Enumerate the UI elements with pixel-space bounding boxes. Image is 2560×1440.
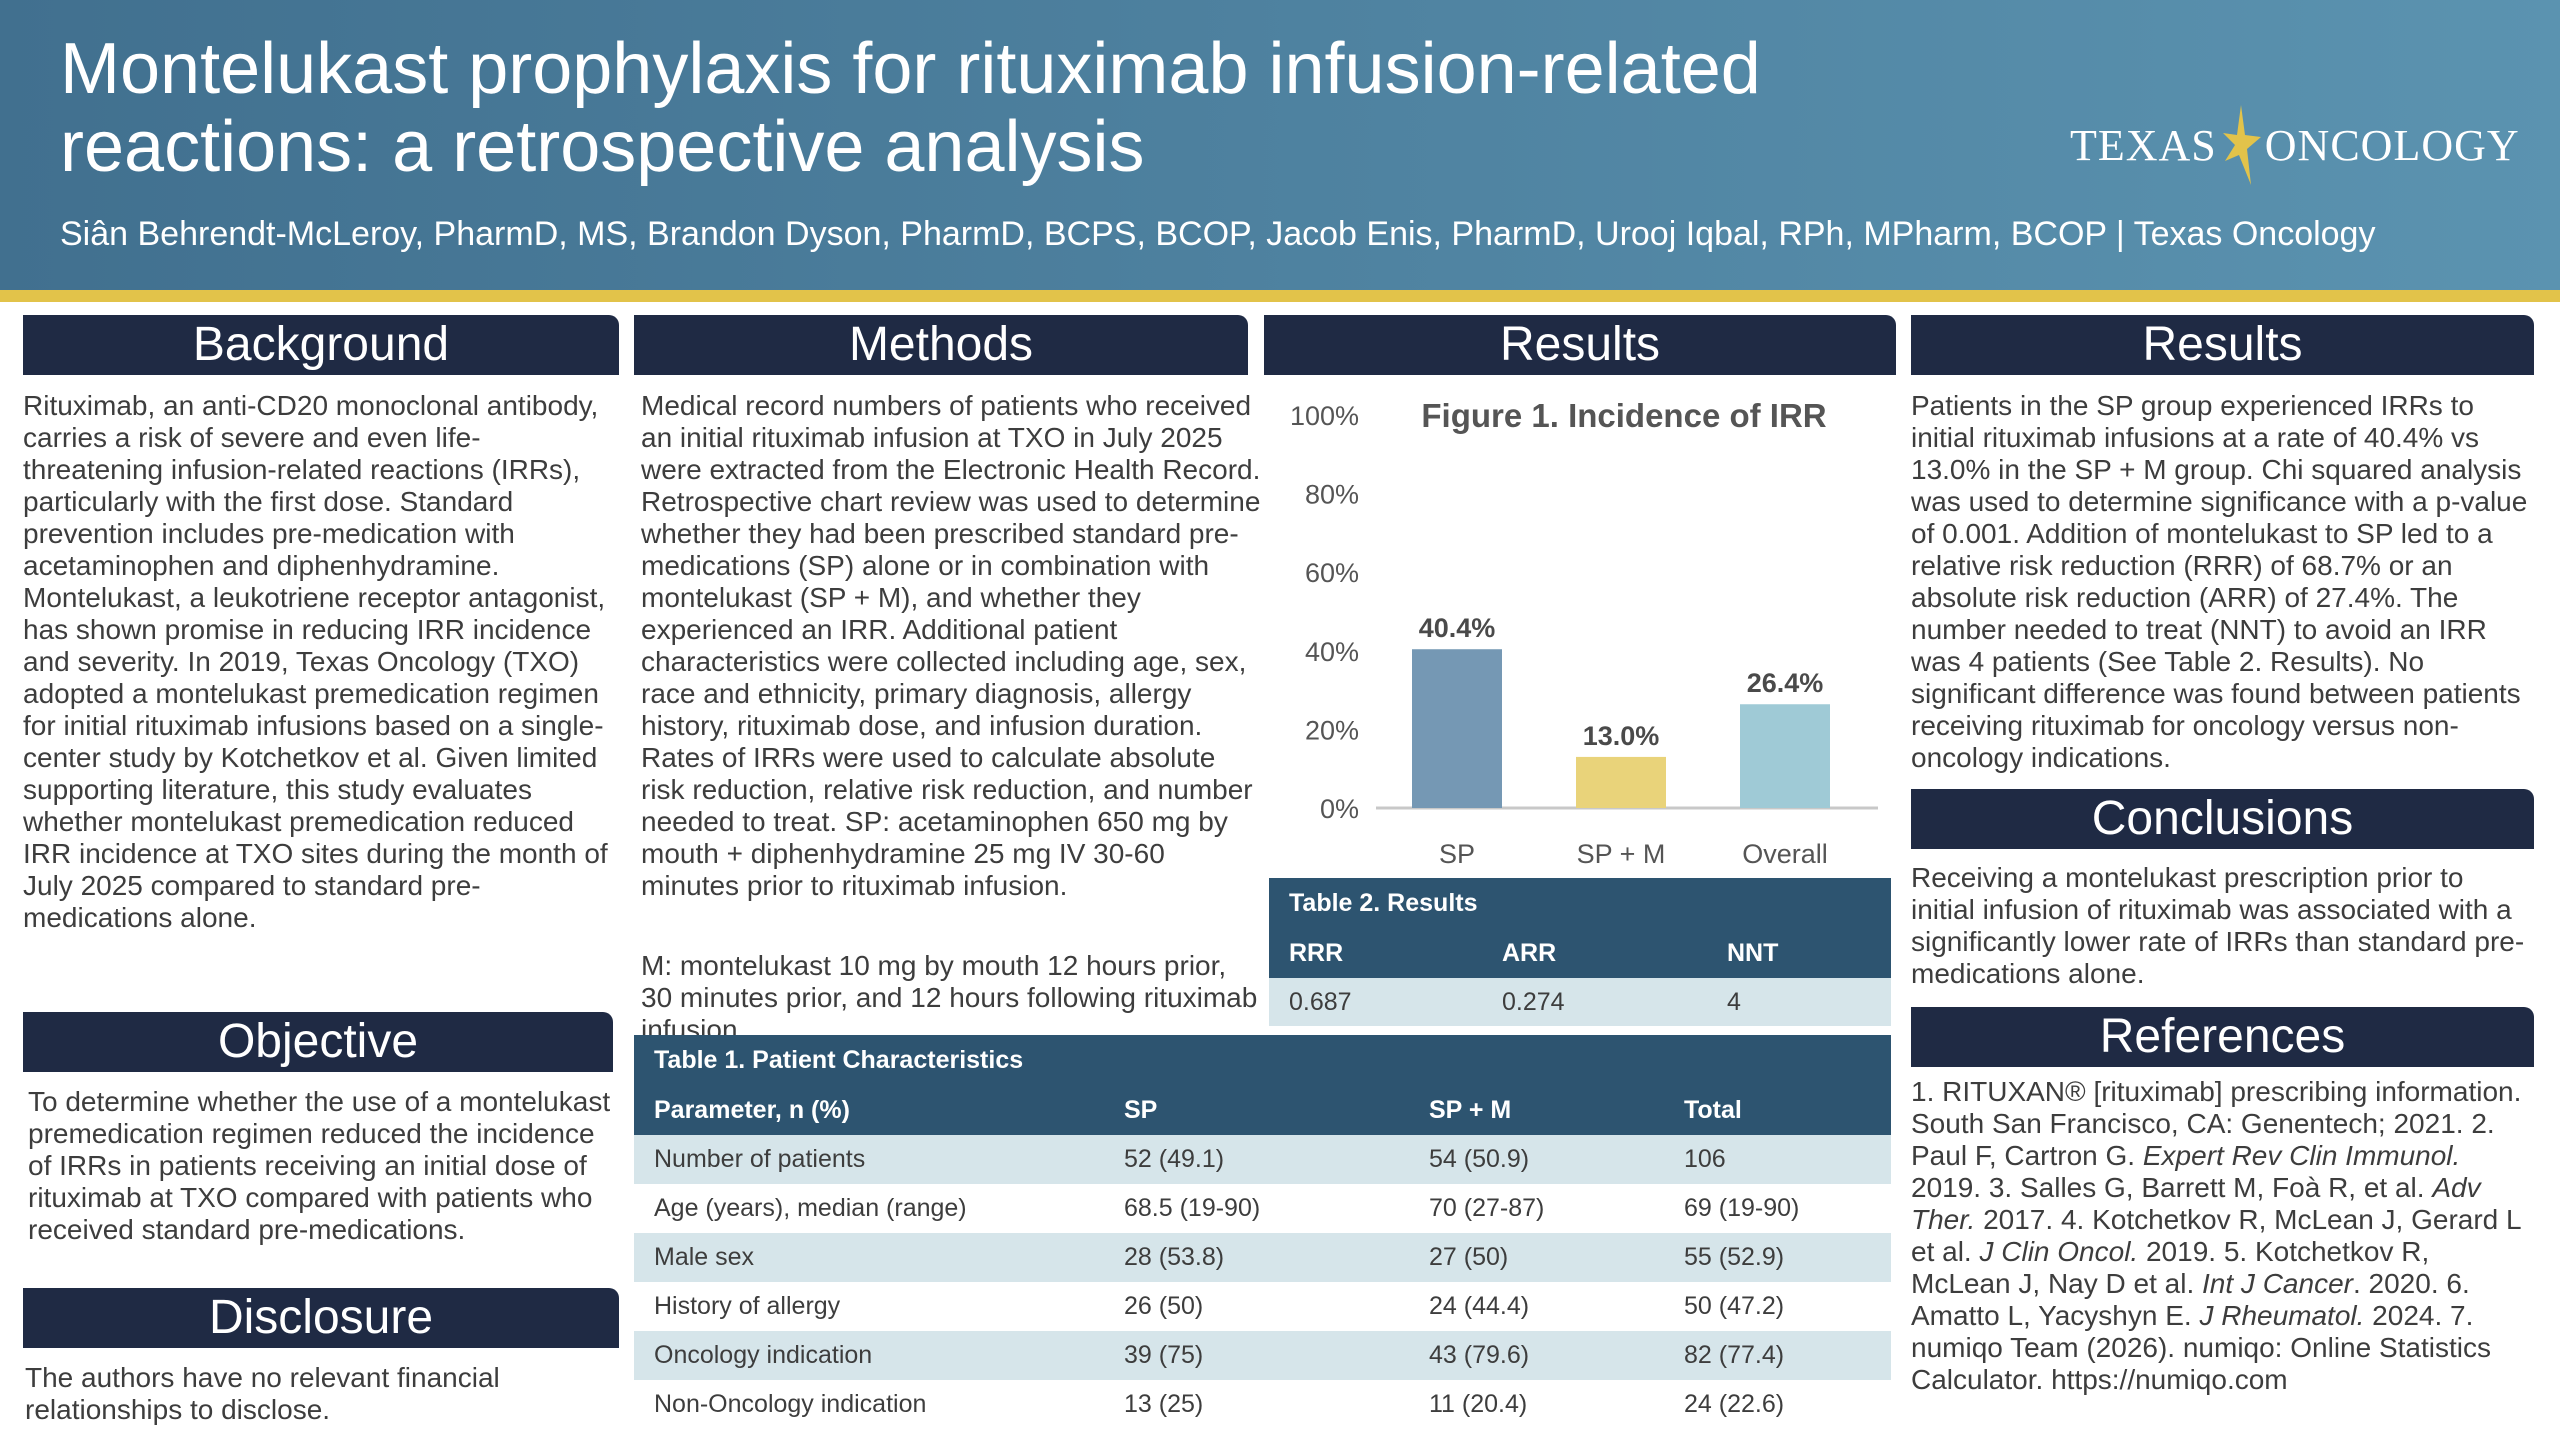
- conclusions-heading: Conclusions: [1911, 789, 2534, 849]
- table-row: Male sex 28 (53.8) 27 (50) 55 (52.9): [634, 1233, 1891, 1282]
- table-cell: Age (years), median (range): [634, 1184, 1104, 1233]
- chart-title: Figure 1. Incidence of IRR: [1421, 397, 1826, 434]
- background-text: Rituximab, an anti-CD20 monoclonal antib…: [23, 390, 608, 933]
- table-cell: 11 (20.4): [1409, 1380, 1664, 1429]
- y-tick-label: 20%: [1305, 715, 1359, 745]
- table-cell: 69 (19-90): [1664, 1184, 1891, 1233]
- objective-text: To determine whether the use of a montel…: [28, 1086, 611, 1245]
- y-tick-label: 100%: [1290, 401, 1359, 431]
- ref-journal: Adv Ther.: [1911, 1172, 2481, 1235]
- table-cell: 54 (50.9): [1409, 1135, 1664, 1184]
- background-heading: Background: [23, 315, 619, 375]
- table-cell: 52 (49.1): [1104, 1135, 1409, 1184]
- objective-heading: Objective: [23, 1012, 613, 1072]
- data-label: 40.4%: [1419, 613, 1496, 643]
- logo-text-right: ONCOLOGY: [2264, 120, 2520, 170]
- table2-header-arr: ARR: [1482, 928, 1707, 978]
- star-icon: [2222, 105, 2261, 185]
- table1-header: SP + M: [1409, 1085, 1664, 1135]
- methods-text: Medical record numbers of patients who r…: [641, 390, 1261, 901]
- table-cell: 24 (44.4): [1409, 1282, 1664, 1331]
- header-banner: [0, 0, 2560, 290]
- table-cell: 26 (50): [1104, 1282, 1409, 1331]
- table-cell: 39 (75): [1104, 1331, 1409, 1380]
- authors: Siân Behrendt-McLeroy, PharmD, MS, Brand…: [60, 215, 2376, 253]
- results-text: Patients in the SP group experienced IRR…: [1911, 390, 2528, 773]
- table-cell: 55 (52.9): [1664, 1233, 1891, 1282]
- table2-arr: 0.274: [1482, 978, 1707, 1026]
- table-cell: 28 (53.8): [1104, 1233, 1409, 1282]
- table-row: Oncology indication 39 (75) 43 (79.6) 82 (7…: [634, 1331, 1891, 1380]
- methods-heading: Methods: [634, 315, 1248, 375]
- ref-journal: Expert Rev Clin Immunol.: [2142, 1140, 2461, 1171]
- category-label: Overall: [1742, 839, 1828, 869]
- poster-title: Montelukast prophylaxis for rituximab in…: [60, 29, 1761, 187]
- table-cell: History of allergy: [634, 1282, 1104, 1331]
- table-cell: Oncology indication: [634, 1331, 1104, 1380]
- methods-text-2: M: montelukast 10 mg by mouth 12 hours p…: [641, 950, 1258, 1045]
- table-cell: 13 (25): [1104, 1380, 1409, 1429]
- patient-characteristics-table: Table 1. Patient Characteristics Paramet…: [634, 1035, 1891, 1429]
- ref-text: 2024. 7. numiqo Team (2026). numiqo: Onl…: [1911, 1300, 2491, 1395]
- disclosure-text: The authors have no relevant financial r…: [25, 1362, 500, 1425]
- table2-caption: Table 2. Results: [1269, 878, 1891, 928]
- data-label: 13.0%: [1583, 721, 1660, 751]
- table-cell: 70 (27-87): [1409, 1184, 1664, 1233]
- logo-text-left: TEXAS: [2070, 120, 2217, 170]
- references-text: 1. RITUXAN® [rituximab] prescribing info…: [1911, 1076, 2534, 1396]
- table-row: Age (years), median (range) 68.5 (19-90) 7…: [634, 1184, 1891, 1233]
- table-cell: 106: [1664, 1135, 1891, 1184]
- data-label: 26.4%: [1747, 668, 1824, 698]
- ref-text: 2017. 4. Kotchetkov R, McLean J, Gerard …: [1911, 1204, 2521, 1267]
- results-heading-2: Results: [1911, 315, 2534, 375]
- ref-text: 2019. 3. Salles G, Barrett M, Foà R, et …: [1911, 1172, 2433, 1203]
- ref-journal: Int J Cancer: [2202, 1268, 2353, 1299]
- bar-overall: [1740, 704, 1830, 808]
- table1-header: SP: [1104, 1085, 1409, 1135]
- table-cell: 24 (22.6): [1664, 1380, 1891, 1429]
- incidence-chart: Figure 1. Incidence of IRR 0% 20% 40% 60% 80%…: [1290, 397, 1878, 869]
- table2-nnt: 4: [1707, 978, 1891, 1026]
- table-cell: 82 (77.4): [1664, 1331, 1891, 1380]
- conclusions-text: Receiving a montelukast prescription pri…: [1911, 862, 2525, 989]
- disclosure-heading: Disclosure: [23, 1288, 619, 1348]
- table-cell: 27 (50): [1409, 1233, 1664, 1282]
- table-row: Non-Oncology indication 13 (25) 11 (20.4) 2…: [634, 1380, 1891, 1429]
- category-label: SP: [1439, 839, 1475, 869]
- table1-header: Total: [1664, 1085, 1891, 1135]
- category-label: SP + M: [1577, 839, 1666, 869]
- table-cell: 68.5 (19-90): [1104, 1184, 1409, 1233]
- ref-journal: J Clin Oncol.: [1979, 1236, 2139, 1267]
- results-table: Table 2. Results RRR ARR NNT 0.687 0.274 4: [1269, 878, 1891, 1026]
- table-cell: Male sex: [634, 1233, 1104, 1282]
- ref-text: 1. RITUXAN® [rituximab] prescribing info…: [1911, 1076, 2522, 1171]
- ref-journal: J Rheumatol.: [2199, 1300, 2365, 1331]
- y-tick-label: 0%: [1320, 794, 1359, 824]
- table2-header-rrr: RRR: [1269, 928, 1482, 978]
- results-heading: Results: [1264, 315, 1896, 375]
- table2-header-nnt: NNT: [1707, 928, 1891, 978]
- bar-sp: [1412, 649, 1502, 808]
- table1-caption: Table 1. Patient Characteristics: [634, 1035, 1891, 1085]
- y-tick-label: 80%: [1305, 480, 1359, 510]
- table-cell: Number of patients: [634, 1135, 1104, 1184]
- header-stripe: [0, 290, 2560, 302]
- table1-header: Parameter, n (%): [634, 1085, 1104, 1135]
- y-tick-label: 40%: [1305, 637, 1359, 667]
- texas-oncology-logo: TEXAS ONCOLOGY: [2070, 100, 2520, 190]
- table2-rrr: 0.687: [1269, 978, 1482, 1026]
- table-cell: 43 (79.6): [1409, 1331, 1664, 1380]
- table-row: History of allergy 26 (50) 24 (44.4) 50 (47…: [634, 1282, 1891, 1331]
- ref-text: . 2020. 6. Amatto L, Yacyshyn E.: [1911, 1268, 2470, 1331]
- ref-text: 2019. 5. Kotchetkov R, McLean J, Nay D e…: [1911, 1236, 2430, 1299]
- table-cell: Non-Oncology indication: [634, 1380, 1104, 1429]
- table-cell: 50 (47.2): [1664, 1282, 1891, 1331]
- references-heading: References: [1911, 1007, 2534, 1067]
- y-tick-label: 60%: [1305, 558, 1359, 588]
- table-row: Number of patients 52 (49.1) 54 (50.9) 106: [634, 1135, 1891, 1184]
- bar-sp-m: [1576, 756, 1666, 808]
